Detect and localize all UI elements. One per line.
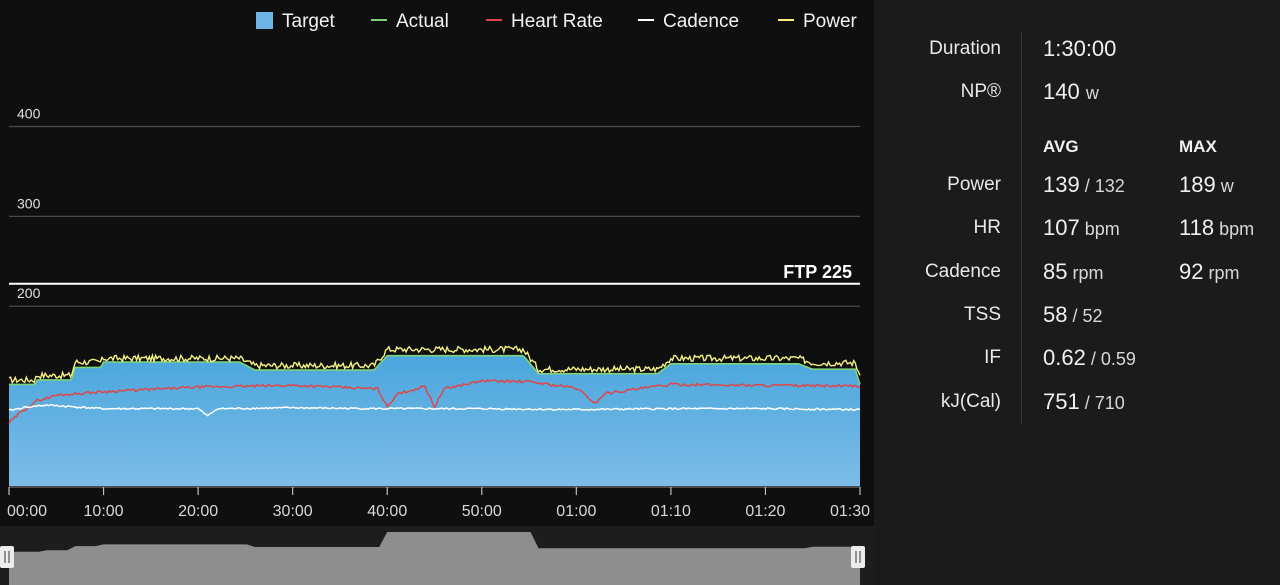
x-tick-label-01:00: 01:00 bbox=[556, 503, 596, 520]
avg-header: AVG bbox=[1043, 137, 1079, 156]
y-tick-label-400: 400 bbox=[17, 105, 41, 121]
stat-max-cadence: 92 rpm bbox=[1179, 259, 1240, 284]
x-tick-label-40:00: 40:00 bbox=[367, 503, 407, 520]
stat-max-hr: 118 bpm bbox=[1179, 215, 1255, 240]
stat-label-if: IF bbox=[984, 347, 1001, 368]
stat-max-power: 189 w bbox=[1179, 172, 1234, 197]
chart-panel: 200 300 400 FTP 225 00:00 10:00 20:00 30:00 40:0… bbox=[0, 11, 874, 585]
workout-chart: 200 300 400 FTP 225 00:00 10:00 20:00 30:00 40:0… bbox=[0, 11, 874, 585]
stats-divider bbox=[1021, 32, 1022, 424]
overview-handle-right[interactable] bbox=[851, 546, 865, 568]
series-target-area bbox=[9, 355, 860, 486]
stat-avg-kjcal: 751 / 710 bbox=[1043, 389, 1125, 414]
stat-avg-power: 139 / 132 bbox=[1043, 172, 1125, 197]
y-tick-label-300: 300 bbox=[17, 195, 41, 211]
stat-label-cadence: Cadence bbox=[924, 261, 1001, 282]
duration-value: 1:30:00 bbox=[1043, 36, 1117, 61]
x-tick-label-01:10: 01:10 bbox=[651, 503, 691, 520]
np-value: 140 w bbox=[1043, 79, 1099, 105]
stat-label-kjcal: kJ(Cal) bbox=[940, 391, 1001, 412]
x-tick-label-30:00: 30:00 bbox=[273, 503, 313, 520]
legend-label-actual: Actual bbox=[396, 11, 449, 32]
overview-target-shape bbox=[9, 532, 860, 585]
series-power-line bbox=[8, 344, 861, 385]
np-label: NP® bbox=[960, 81, 1001, 102]
legend-swatch-target bbox=[256, 12, 273, 29]
stat-avg-hr: 107 bpm bbox=[1043, 215, 1120, 240]
x-tick-label-00:00: 00:00 bbox=[7, 503, 47, 520]
stat-label-hr: HR bbox=[973, 217, 1001, 238]
legend-label-power: Power bbox=[803, 11, 858, 32]
x-tick-label-50:00: 50:00 bbox=[462, 503, 502, 520]
x-tick-label-10:00: 10:00 bbox=[84, 503, 124, 520]
y-tick-label-200: 200 bbox=[17, 285, 41, 301]
ftp-label: FTP 225 bbox=[783, 262, 852, 282]
legend-label-target: Target bbox=[282, 11, 336, 32]
stats-panel: Duration 1:30:00 NP® 140 w AVG MAX Power… bbox=[874, 0, 1280, 585]
legend-label-cadence: Cadence bbox=[663, 11, 739, 32]
stat-avg-tss: 58 / 52 bbox=[1043, 302, 1103, 327]
x-tick-label-01:20: 01:20 bbox=[745, 503, 785, 520]
x-tick-label-20:00: 20:00 bbox=[178, 503, 218, 520]
np-unit: w bbox=[1085, 83, 1099, 103]
x-tick-label-01:30: 01:30 bbox=[830, 503, 870, 520]
duration-label: Duration bbox=[929, 38, 1001, 59]
np-number: 140 bbox=[1043, 79, 1080, 104]
series-cadence-line bbox=[8, 403, 861, 417]
stat-avg-if: 0.62 / 0.59 bbox=[1043, 345, 1136, 370]
stat-label-tss: TSS bbox=[964, 304, 1001, 325]
stat-label-power: Power bbox=[947, 174, 1001, 195]
overview-handle-left[interactable] bbox=[0, 546, 14, 568]
max-header: MAX bbox=[1179, 137, 1217, 156]
stat-avg-cadence: 85 rpm bbox=[1043, 259, 1104, 284]
legend-label-heart-rate: Heart Rate bbox=[511, 11, 603, 32]
series-heart-rate-line bbox=[8, 378, 861, 424]
